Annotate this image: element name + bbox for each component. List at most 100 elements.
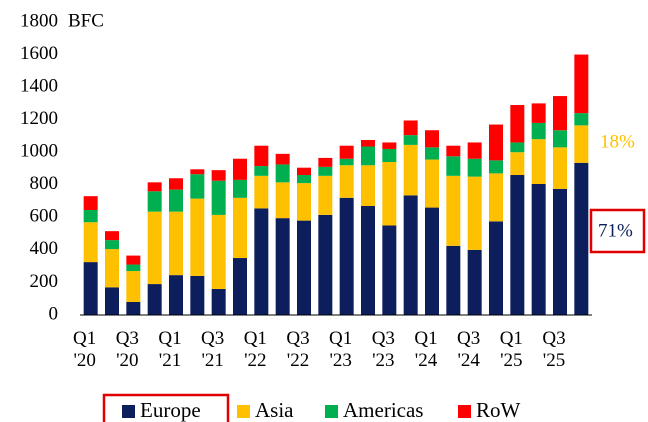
x-tick-label: Q3'22 (286, 328, 309, 371)
bar-segment (553, 188, 567, 315)
bar-segment (403, 135, 418, 145)
bar-segment (531, 122, 546, 140)
bar-segment (403, 144, 418, 196)
bar-segment (489, 124, 503, 161)
legend-swatch (122, 405, 135, 418)
bar-segment (574, 125, 589, 163)
y-tick-label: 200 (30, 271, 59, 292)
bar-segment (169, 275, 183, 315)
bar-segment (403, 195, 418, 315)
bar-segment (169, 189, 183, 212)
bar-segment (105, 231, 119, 241)
bar-segment (297, 175, 311, 184)
bar-segment (297, 167, 311, 176)
bar-segment (361, 140, 375, 147)
bar-segment (254, 208, 269, 315)
bar-segment (425, 207, 439, 315)
bar-segment (553, 147, 567, 189)
bar-segment (382, 148, 397, 162)
bar-segment (190, 275, 205, 315)
bar-segment (382, 161, 397, 226)
annotation: 71% (598, 220, 633, 241)
bar-segment (211, 288, 226, 315)
bar-segment (339, 165, 354, 198)
bar-segment (190, 169, 205, 175)
y-tick-label: 1600 (20, 43, 58, 64)
bar-segment (403, 120, 418, 136)
bar-segment (83, 222, 98, 263)
bar-segment (254, 145, 269, 167)
y-tick-label: 0 (49, 303, 59, 324)
bar-segment (510, 152, 525, 176)
bar-segment (254, 166, 269, 176)
bar-segment (126, 271, 141, 302)
legend-swatch (458, 405, 471, 418)
bar-segment (190, 198, 205, 276)
bar-segment (147, 191, 162, 212)
bar-segment (169, 178, 183, 190)
bar-segment (510, 142, 525, 153)
bar-segment (531, 183, 546, 315)
bar-segment (339, 197, 354, 315)
bar-segment (83, 262, 98, 315)
bar-segment (361, 146, 375, 166)
x-tick-label: Q3'25 (542, 328, 565, 371)
bar-segment (510, 175, 525, 315)
bar-segment (254, 175, 269, 209)
x-tick-label: Q3'21 (201, 328, 224, 371)
bar-segment (169, 211, 183, 276)
annotation-highlight (589, 208, 646, 254)
bar-segment (83, 210, 98, 223)
x-tick-label: Q1'22 (244, 328, 267, 371)
bar-segment (339, 145, 354, 159)
bar-segment (275, 218, 290, 315)
legend-swatch (237, 405, 250, 418)
legend-swatch (325, 405, 338, 418)
y-tick-label: 600 (30, 206, 59, 227)
bar-segment (446, 156, 461, 176)
bar-segment (425, 159, 439, 208)
bar-segment (211, 170, 226, 181)
bar-segment (425, 130, 439, 148)
bar-segment (553, 96, 567, 131)
bar-segment (574, 54, 589, 114)
y-tick-label: 1800 (20, 10, 58, 31)
bar-segment (510, 105, 525, 143)
bar-segment (382, 225, 397, 315)
bar-segment (467, 158, 482, 177)
bar-segment (489, 160, 503, 174)
bar-segment (275, 164, 290, 183)
y-tick-label: 1200 (20, 108, 58, 129)
bar-segment (211, 180, 226, 215)
annotation: 18% (600, 131, 635, 152)
bar-segment (489, 221, 503, 315)
bar-segment (297, 220, 311, 315)
y-tick-label: 1400 (20, 75, 58, 96)
x-tick-label: Q1'25 (500, 328, 523, 371)
bar-segment (147, 182, 162, 192)
legend-highlight (102, 393, 230, 422)
bar-segment (126, 255, 141, 265)
bar-segment (126, 264, 141, 272)
x-tick-label: Q3'23 (372, 328, 395, 371)
bar-segment (446, 145, 461, 157)
bar-segment (318, 157, 333, 167)
legend-label: Europe (140, 398, 201, 422)
bar-segment (297, 183, 311, 221)
bar-segment (318, 166, 333, 176)
bar-segment (339, 158, 354, 166)
y-tick-label: 1000 (20, 141, 58, 162)
bar-segment (105, 249, 119, 288)
legend-label: RoW (476, 398, 521, 422)
bar-segment (211, 214, 226, 289)
x-tick-label: Q1'20 (73, 328, 96, 371)
bar-segment (147, 284, 162, 315)
bar-segment (574, 113, 589, 126)
legend-label: Americas (343, 398, 423, 422)
bar-segment (190, 174, 205, 199)
bar-segment (233, 158, 247, 180)
bar-segment (574, 162, 589, 315)
bar-segment (105, 240, 119, 250)
bar-segment (531, 139, 546, 184)
bar-segment (489, 173, 503, 222)
